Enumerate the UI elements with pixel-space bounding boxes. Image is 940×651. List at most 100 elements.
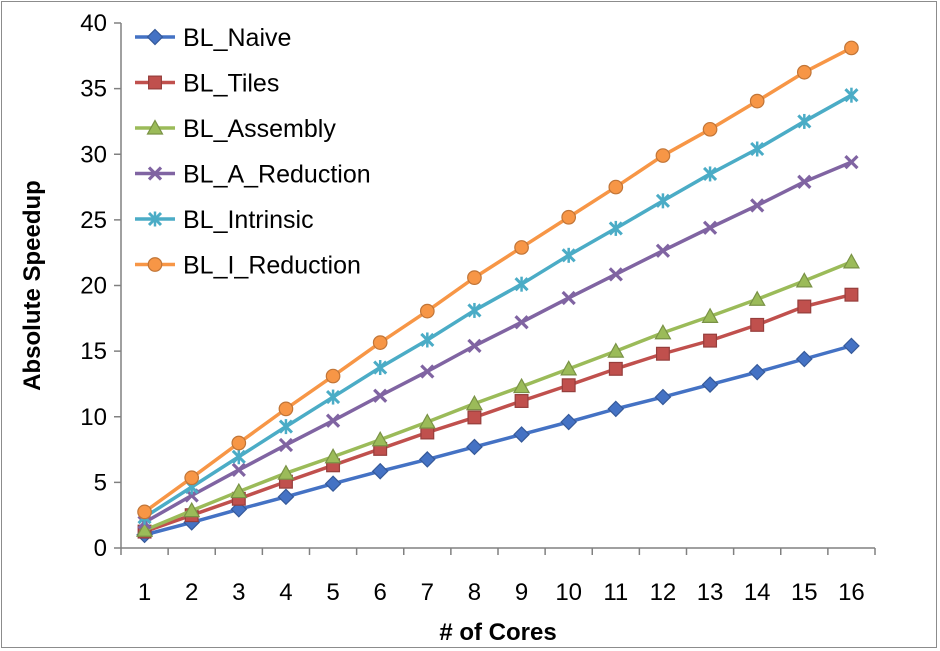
marker-stroke [231,462,246,478]
data-point [513,426,530,443]
marker-stroke [702,220,718,235]
legend-item: BL_A_Reduction [135,161,371,189]
data-point [560,360,578,376]
x-tick-label: 11 [603,579,628,606]
series-bl-tiles [137,287,859,539]
data-point [748,290,766,306]
legend-marker [146,119,164,135]
x-tick-label: 16 [838,579,865,606]
data-point [749,93,765,109]
x-tick-label: 2 [185,579,198,606]
data-point [277,464,295,480]
legend-label: BL_Naive [183,24,291,52]
data-point [703,166,718,182]
legend-label: BL_Intrinsic [183,206,314,234]
marker-stroke [467,338,482,354]
x-tick-label: 9 [515,579,528,606]
y-tick-label: 35 [80,76,107,103]
data-point [561,378,576,393]
legend-item: BL_Naive [135,24,291,52]
data-point [136,521,154,537]
data-point [231,462,246,478]
data-point [654,324,672,340]
data-point [373,388,388,403]
data-point [655,193,670,209]
data-point [373,360,388,376]
x-tick-label: 4 [279,579,292,606]
data-point [797,113,812,129]
legend-marker [147,257,163,272]
marker-stroke [608,267,623,282]
legend-item: BL_Tiles [135,70,279,98]
x-tick-label: 6 [374,579,387,606]
marker-stroke [278,437,294,453]
data-point [796,64,812,80]
marker-stroke [750,198,765,213]
x-tick-label: 10 [555,579,582,606]
marker-stroke [420,364,435,379]
x-tick-label: 7 [421,579,434,606]
data-point [561,209,577,225]
data-point [608,179,624,195]
data-point [324,448,342,464]
data-point [420,364,435,379]
data-point [418,413,436,429]
data-point [278,437,294,453]
y-tick-label: 10 [80,404,107,431]
data-point [371,430,389,447]
data-point [748,363,766,381]
series-line [144,344,852,537]
data-point [230,482,248,499]
legend: BL_Naive BL_Tiles BL_Assembly BL_A_Reductio… [135,24,371,280]
data-point [844,87,859,103]
series-line [143,160,853,524]
y-tick-label: 40 [80,10,107,37]
data-point [608,220,623,236]
y-tick-label: 15 [80,338,107,365]
data-point [750,317,765,332]
data-point [750,198,765,213]
x-axis-ticks: 1 2 3 4 5 6 7 8 9 10 11 12 13 14 15 16 [120,548,876,606]
x-tick-label: 5 [326,579,339,606]
series-bl-intrinsic [137,87,859,525]
y-tick-label: 20 [80,273,107,300]
x-tick-label: 1 [138,579,151,606]
data-point [466,438,483,456]
marker-stroke [561,290,576,306]
data-point [371,462,389,480]
series-bl-a-reduction [137,154,859,530]
data-point [842,253,860,269]
data-point [561,290,576,306]
legend-item: BL_Assembly [135,115,336,143]
data-point [467,338,482,354]
series-line [143,260,853,532]
marker-stroke [844,154,859,170]
legend-marker [148,75,162,90]
data-point [183,501,201,518]
x-tick-label: 8 [468,579,481,606]
data-point [655,346,670,361]
data-point [795,272,813,288]
data-point [750,141,765,157]
data-point [843,337,860,355]
data-point [277,488,295,506]
data-point [278,419,293,435]
data-point [184,470,200,486]
legend-item: BL_Intrinsic [135,206,314,234]
data-point [231,435,247,451]
x-tick-label: 14 [744,579,771,606]
data-point [420,332,435,348]
data-point [278,401,294,417]
data-point [137,504,152,520]
legend-label: BL_Assembly [183,115,336,143]
data-point [654,388,672,406]
series-line [143,292,852,534]
data-point [514,315,529,330]
marker-stroke [373,388,388,403]
data-point [418,451,436,468]
data-point [325,413,341,428]
data-point [231,449,246,465]
data-point [325,368,341,384]
